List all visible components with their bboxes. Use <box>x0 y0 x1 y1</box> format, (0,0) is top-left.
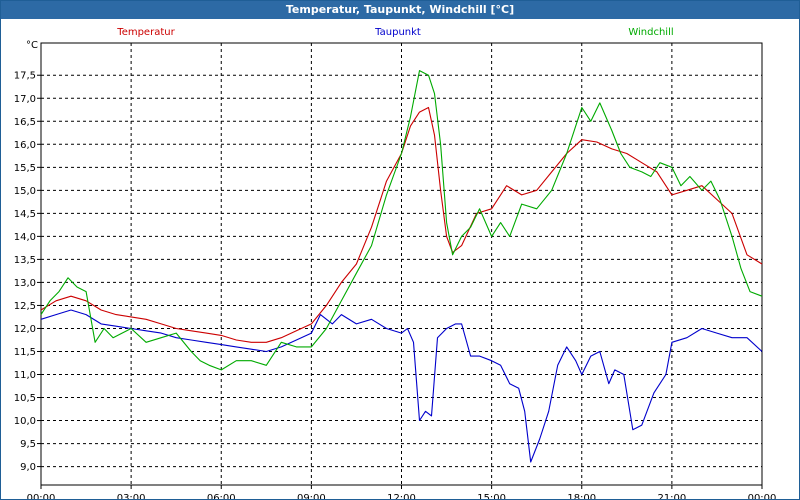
series-line-temperatur <box>40 106 763 343</box>
y-tick-label: 12,0 <box>14 324 36 335</box>
legend-entry-windchill: Windchill <box>628 27 673 38</box>
y-tick-label: 15,5 <box>14 163 36 174</box>
legend: Temperatur Taupunkt Windchill <box>116 27 673 38</box>
y-tick-label: 16,0 <box>14 140 36 151</box>
y-tick-label: 14,5 <box>14 209 36 220</box>
x-axis: 00:0007.05.2403:0007.05.2406:0007.05.240… <box>27 485 777 499</box>
x-tick-time: 12:00 <box>387 493 416 499</box>
y-tick-label: 10,5 <box>14 393 36 404</box>
y-axis: 9,0 9,5 10,0 10,5 11,0 11,5 12,0 12,5 13,0 13,5 14… <box>14 71 41 473</box>
y-tick-label: 11,5 <box>14 347 36 358</box>
y-tick-label: 12,5 <box>14 301 36 312</box>
line-chart: 9,0 9,5 10,0 10,5 11,0 11,5 12,0 12,5 13,0 13,5 14… <box>14 27 777 499</box>
y-axis-unit: °C <box>26 40 38 51</box>
y-tick-label: 15,0 <box>14 186 36 197</box>
x-tick-time: 09:00 <box>297 493 326 499</box>
series-line-windchill <box>40 70 763 371</box>
y-tick-label: 10,0 <box>14 416 36 427</box>
x-tick-time: 21:00 <box>657 493 686 499</box>
y-tick-label: 17,5 <box>14 71 36 82</box>
x-tick-time: 15:00 <box>477 493 506 499</box>
y-tick-label: 9,5 <box>20 439 36 450</box>
legend-entry-temperatur: Temperatur <box>116 27 175 38</box>
y-tick-label: 16,5 <box>14 117 36 128</box>
y-tick-label: 9,0 <box>20 462 36 473</box>
x-tick-time: 00:00 <box>748 493 777 499</box>
y-tick-label: 14,0 <box>14 232 36 243</box>
x-tick-time: 06:00 <box>207 493 236 499</box>
window-title: Temperatur, Taupunkt, Windchill [°C] <box>1 1 799 19</box>
y-tick-label: 11,0 <box>14 370 36 381</box>
series-line-taupunkt <box>40 309 763 463</box>
y-tick-label: 13,5 <box>14 255 36 266</box>
legend-entry-taupunkt: Taupunkt <box>374 27 421 38</box>
series-layer <box>40 70 763 463</box>
x-tick-time: 18:00 <box>567 493 596 499</box>
x-tick-time: 00:00 <box>27 493 56 499</box>
x-tick-time: 03:00 <box>117 493 146 499</box>
grid <box>41 43 762 485</box>
y-tick-label: 17,0 <box>14 94 36 105</box>
y-tick-label: 13,0 <box>14 278 36 289</box>
